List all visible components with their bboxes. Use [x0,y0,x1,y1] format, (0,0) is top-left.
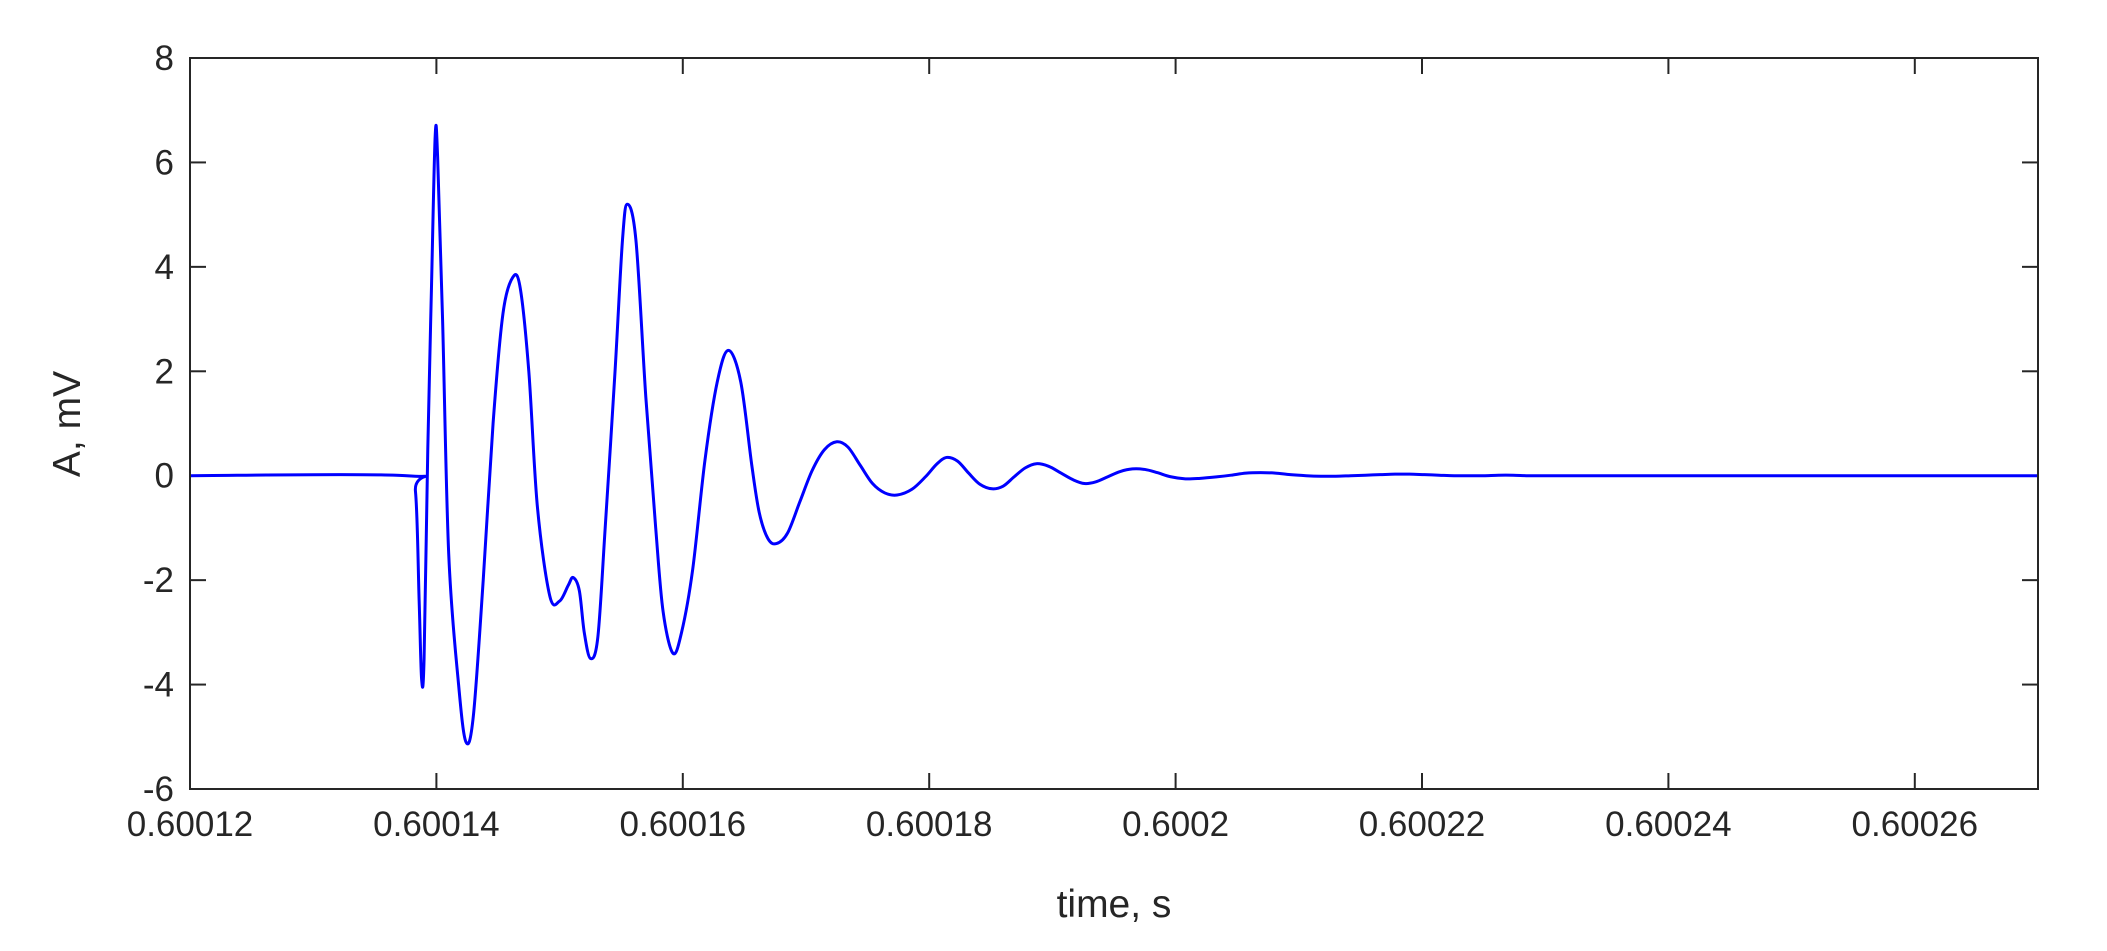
x-tick-label: 0.60022 [1359,805,1486,844]
x-tick-label: 0.60014 [373,805,500,844]
y-tick-label: 4 [155,248,174,287]
x-tick-label: 0.6002 [1122,805,1229,844]
x-tick-label: 0.60018 [866,805,993,844]
x-tick-label: 0.60016 [620,805,747,844]
series-layer [189,123,2038,746]
x-tick-label: 0.60024 [1605,805,1732,844]
y-tick-label: -4 [143,666,174,705]
x-tick-label: 0.60026 [1852,805,1979,844]
plot-frame [189,57,2039,790]
y-tick-label: 6 [155,143,174,182]
y-axis-ticks: -6 -4 -2 0 2 4 6 8 [143,39,2038,809]
y-tick-label: 8 [155,39,174,78]
series-line [189,123,2038,746]
y-tick-label: 0 [155,457,174,496]
y-tick-label: -2 [143,561,174,600]
x-tick-label: 0.60012 [127,805,254,844]
y-tick-label: -6 [143,770,174,809]
plot-area-background [190,58,2038,789]
y-axis-title: A, mV [46,371,89,477]
x-axis-ticks: 0.60012 0.60014 0.60016 0.60018 0.6002 0.6002… [127,58,1978,844]
y-tick-label: 2 [155,352,174,391]
x-axis-title: time, s [1057,883,1172,926]
